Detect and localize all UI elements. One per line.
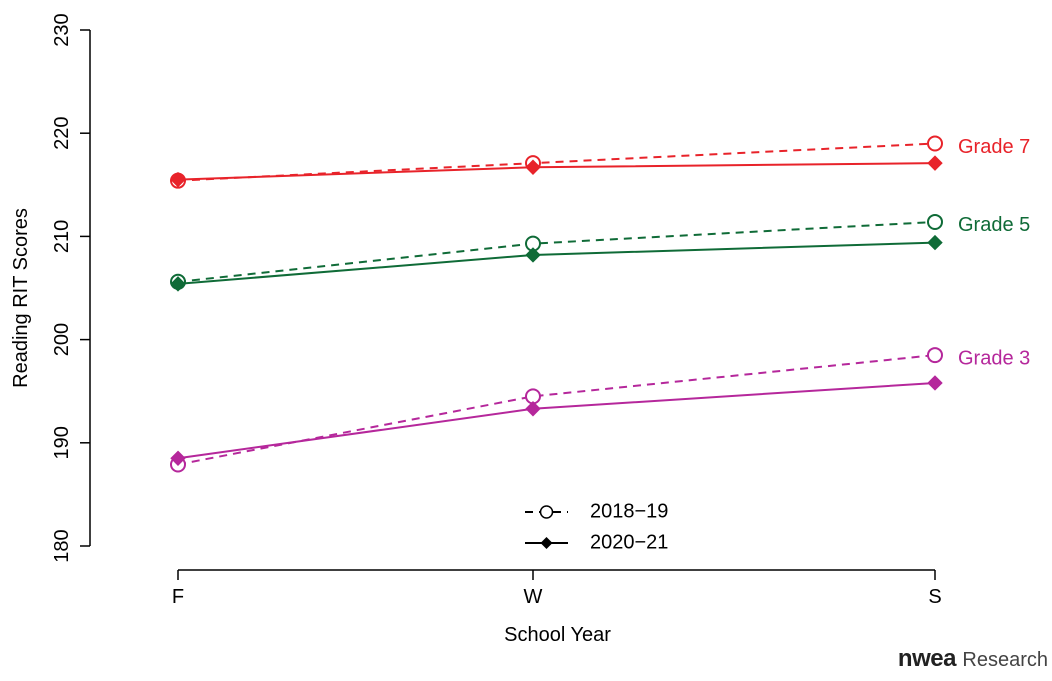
series-grade-5-2018-19 bbox=[170, 213, 943, 290]
research-text: Research bbox=[962, 649, 1048, 671]
legend-entry: 2018−19 bbox=[525, 500, 668, 522]
data-point-grade-3-2020-21 bbox=[170, 450, 186, 466]
label-grade-5: Grade 5 bbox=[958, 214, 1030, 236]
data-point-grade-7-2020-21 bbox=[927, 155, 943, 171]
x-tick-label: S bbox=[928, 586, 941, 608]
y-tick-label: 180 bbox=[51, 529, 73, 562]
data-point-grade-5-2018-19 bbox=[927, 213, 943, 230]
data-point-grade-5-2020-21 bbox=[170, 276, 186, 292]
data-point-grade-7-2020-21 bbox=[525, 159, 541, 175]
data-point-grade-5-2020-21 bbox=[525, 247, 541, 263]
legend-entry: 2020−21 bbox=[525, 531, 668, 553]
y-tick-label: 220 bbox=[51, 117, 73, 150]
series-grade-3-2020-21 bbox=[170, 375, 943, 466]
series-line-grade-7-2020-21 bbox=[177, 162, 936, 181]
series-layer bbox=[170, 135, 943, 473]
data-point-grade-5-2020-21 bbox=[927, 234, 943, 251]
label-grade-7: Grade 7 bbox=[958, 136, 1030, 158]
series-grade-5-2020-21 bbox=[170, 234, 943, 292]
y-tick-label: 200 bbox=[51, 323, 73, 356]
data-point-grade-7-2020-21 bbox=[170, 171, 186, 188]
legend-marker bbox=[539, 505, 554, 519]
grade-labels: Grade 7 Grade 5 Grade 3 bbox=[958, 136, 1030, 370]
y-tick-label: 210 bbox=[51, 220, 73, 253]
series-grade-3-2018-19 bbox=[170, 347, 943, 473]
series-line-grade-5-2018-19 bbox=[177, 220, 936, 283]
data-point-grade-7-2018-19 bbox=[927, 135, 943, 152]
legend-marker bbox=[540, 537, 553, 549]
data-point-grade-3-2020-21 bbox=[927, 375, 943, 391]
nwea-logo-text: nwea bbox=[897, 645, 957, 672]
x-tick-label: W bbox=[524, 586, 543, 608]
axes: 180 190 200 210 220 230 F W S School Year Reading … bbox=[10, 13, 942, 646]
nwea-research-logo: nwea Research bbox=[898, 645, 1048, 673]
x-axis-title: School Year bbox=[504, 624, 611, 646]
y-tick-label: 190 bbox=[51, 426, 73, 459]
data-point-grade-3-2020-21 bbox=[525, 401, 541, 417]
series-line-grade-3-2018-19 bbox=[177, 354, 936, 466]
y-tick-label: 230 bbox=[51, 13, 73, 46]
data-point-grade-3-2018-19 bbox=[927, 347, 943, 364]
series-line-grade-5-2020-21 bbox=[177, 241, 936, 285]
legend-label: 2018−19 bbox=[590, 500, 668, 522]
legend: 2018−19 2020−21 bbox=[525, 500, 668, 553]
series-grade-7-2020-21 bbox=[170, 155, 943, 188]
legend-label: 2020−21 bbox=[590, 531, 668, 553]
series-grade-7-2018-19 bbox=[170, 135, 943, 189]
x-tick-label: F bbox=[172, 586, 184, 608]
label-grade-3: Grade 3 bbox=[958, 347, 1030, 369]
y-axis-title: Reading RIT Scores bbox=[10, 208, 32, 388]
